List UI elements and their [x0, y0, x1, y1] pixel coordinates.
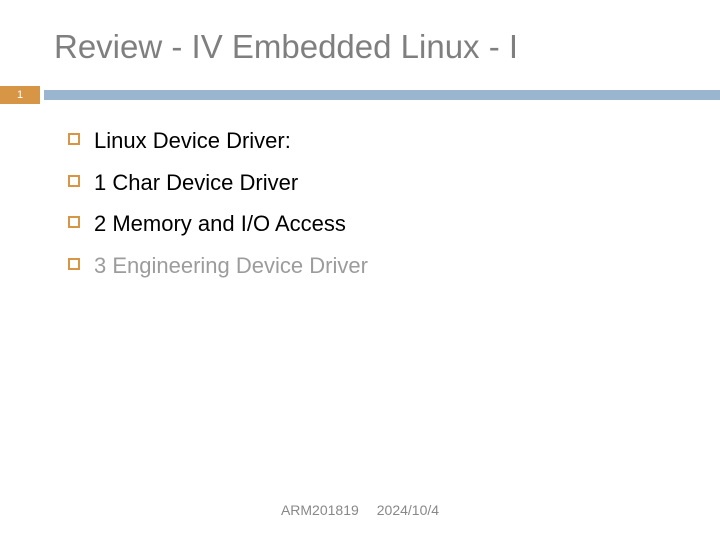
bullet-text: Linux Device Driver:: [94, 126, 291, 156]
page-number-badge: 1: [0, 86, 40, 104]
bullet-marker-icon: [68, 175, 80, 187]
bullet-item: 1 Char Device Driver: [68, 168, 668, 198]
bullet-marker-icon: [68, 216, 80, 228]
slide: Review - IV Embedded Linux - I 1 Linux D…: [0, 0, 720, 540]
footer-course: ARM201819: [281, 502, 359, 518]
bullet-item: 3 Engineering Device Driver: [68, 251, 668, 281]
slide-footer: ARM201819 2024/10/4: [0, 502, 720, 518]
footer-date: 2024/10/4: [377, 502, 439, 518]
bullet-text: 1 Char Device Driver: [94, 168, 298, 198]
bullet-marker-icon: [68, 258, 80, 270]
bullet-text: 2 Memory and I/O Access: [94, 209, 346, 239]
bullet-item: 2 Memory and I/O Access: [68, 209, 668, 239]
bullet-list: Linux Device Driver: 1 Char Device Drive…: [68, 126, 668, 293]
bullet-marker-icon: [68, 133, 80, 145]
bullet-item: Linux Device Driver:: [68, 126, 668, 156]
slide-title: Review - IV Embedded Linux - I: [54, 28, 518, 66]
accent-bar-line: [44, 90, 720, 100]
accent-bar: 1: [0, 86, 720, 104]
bullet-text: 3 Engineering Device Driver: [94, 251, 368, 281]
